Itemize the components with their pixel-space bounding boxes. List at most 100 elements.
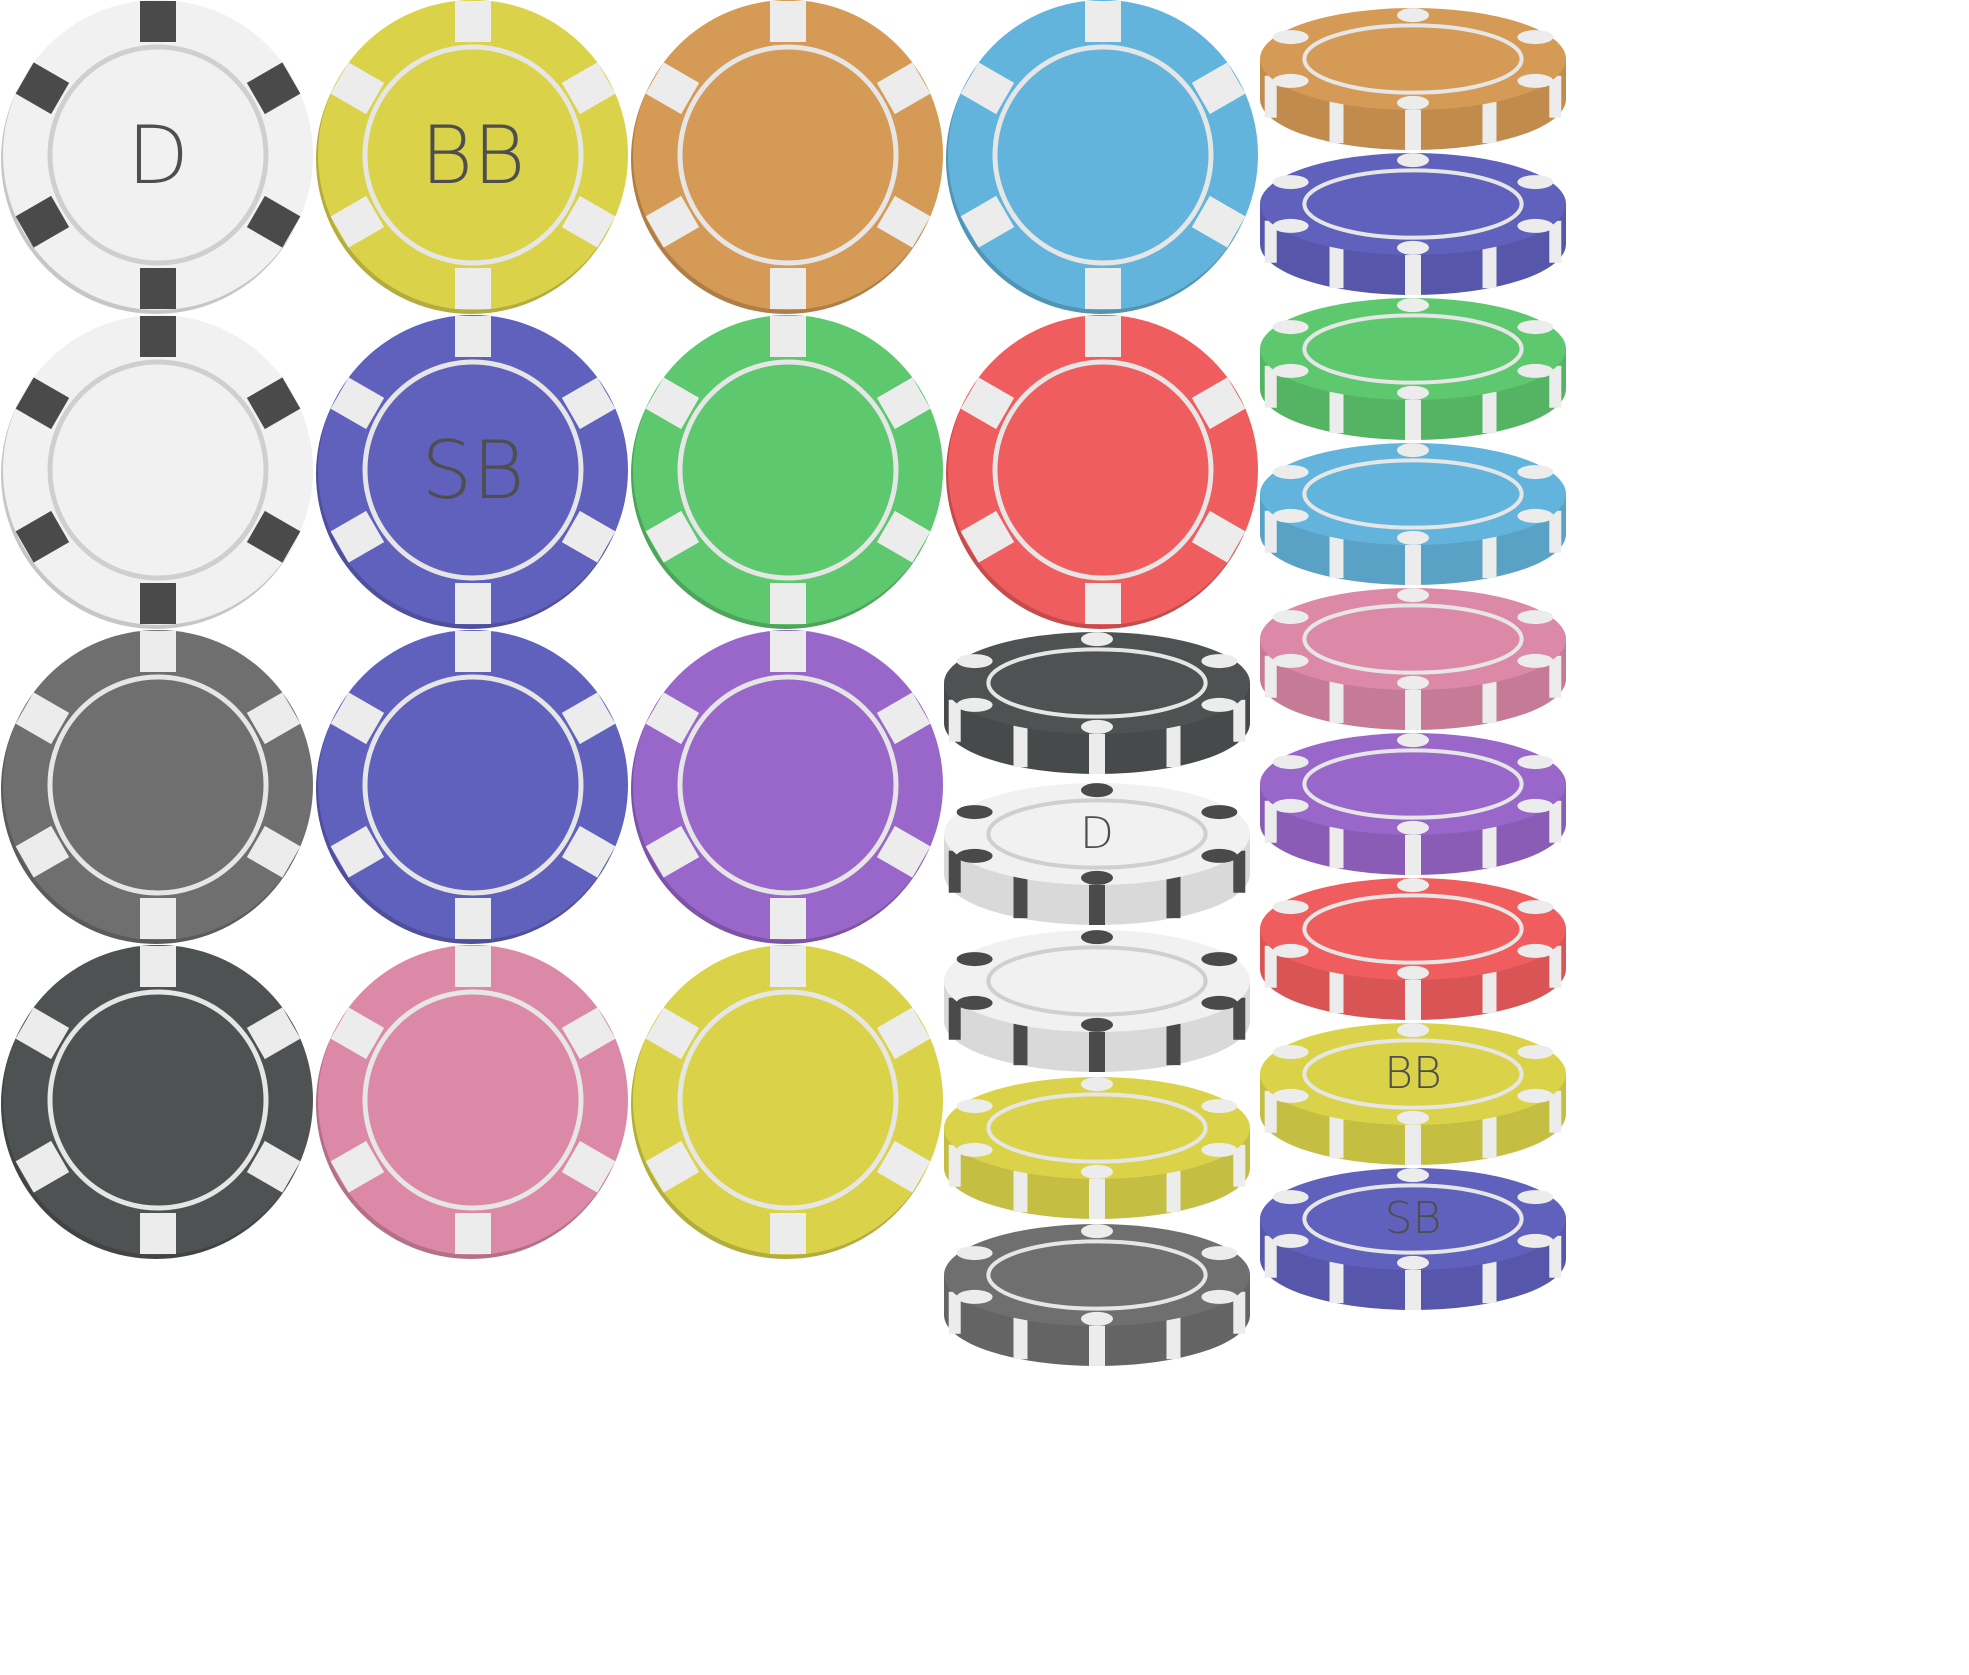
chip-edge-stripe bbox=[330, 62, 385, 115]
chip-top-stripe bbox=[1397, 965, 1429, 980]
poker-chip-purple_blue bbox=[316, 630, 628, 944]
chip-top-stripe bbox=[1397, 1023, 1429, 1038]
chip-edge-stripe bbox=[1191, 510, 1246, 563]
chip-edge-stripe bbox=[15, 825, 70, 878]
chip-edge-stripe bbox=[246, 377, 301, 430]
chip-side-stripe bbox=[1013, 1170, 1028, 1213]
chip-side-stripe bbox=[1013, 1317, 1028, 1360]
chip-top-stripe bbox=[1201, 952, 1238, 967]
chip-top-stripe bbox=[956, 952, 993, 967]
chip-edge-stripe bbox=[140, 946, 176, 987]
chip-side-stripe bbox=[1405, 1123, 1421, 1165]
chip-edge-stripe bbox=[15, 1140, 70, 1193]
stacked-chip-pink bbox=[1260, 588, 1566, 730]
chip-side-stripe bbox=[1264, 365, 1277, 408]
chip-edge-stripe bbox=[561, 510, 616, 563]
chip-edge-stripe bbox=[876, 1140, 931, 1193]
chip-side-stripe bbox=[1482, 391, 1497, 434]
chip-edge-stripe bbox=[455, 1, 491, 42]
chip-label: SB bbox=[1385, 1193, 1442, 1244]
chip-label: D bbox=[127, 109, 189, 202]
chip-edge-stripe bbox=[561, 62, 616, 115]
chip-side-stripe bbox=[1089, 1030, 1105, 1072]
chip-top-stripe bbox=[1272, 465, 1309, 480]
chip-top-stripe bbox=[1517, 1088, 1554, 1103]
chip-top-stripe bbox=[1272, 320, 1309, 335]
chip-edge-stripe bbox=[455, 898, 491, 939]
chip-top-stripe bbox=[1517, 943, 1554, 958]
chip-side-stripe bbox=[1482, 101, 1497, 144]
chip-top-stripe bbox=[1397, 153, 1429, 168]
chip-edge-stripe bbox=[15, 1007, 70, 1060]
poker-chip-gray bbox=[1, 630, 313, 944]
chip-edge-stripe bbox=[455, 583, 491, 624]
chip-top-stripe bbox=[1272, 218, 1309, 233]
chip-label: SB bbox=[421, 424, 524, 517]
stacked-chip-red bbox=[1260, 878, 1566, 1020]
chip-edge-stripe bbox=[140, 631, 176, 672]
chip-side-stripe bbox=[1233, 1144, 1246, 1187]
chip-top-stripe bbox=[956, 1142, 993, 1157]
chip-top-stripe bbox=[1272, 798, 1309, 813]
chip-top-stripe bbox=[1081, 870, 1113, 885]
chip-edge-stripe bbox=[15, 377, 70, 430]
chip-edge-stripe bbox=[645, 692, 700, 745]
poker-chip-violet bbox=[631, 630, 943, 944]
chip-edge-stripe bbox=[770, 1, 806, 42]
chip-side-stripe bbox=[1405, 543, 1421, 585]
chip-edge-stripe bbox=[1085, 1, 1121, 42]
chip-top-stripe bbox=[1201, 654, 1238, 669]
chip-edge-stripe bbox=[140, 268, 176, 309]
chip-top-stripe bbox=[1272, 508, 1309, 523]
chip-edge-stripe bbox=[330, 510, 385, 563]
chip-side-stripe bbox=[1482, 971, 1497, 1014]
chip-side-stripe bbox=[1264, 1090, 1277, 1133]
chip-edge-stripe bbox=[770, 583, 806, 624]
chip-side-stripe bbox=[1329, 1116, 1344, 1159]
chip-edge-stripe bbox=[876, 692, 931, 745]
chip-top-stripe bbox=[1517, 508, 1554, 523]
chip-top-stripe bbox=[1397, 385, 1429, 400]
chip-top-stripe bbox=[1397, 820, 1429, 835]
stacked-chip-yellow-bb: BB bbox=[1260, 1023, 1566, 1165]
chip-edge-stripe bbox=[15, 195, 70, 248]
chip-top-stripe bbox=[1272, 1045, 1309, 1060]
chip-side-stripe bbox=[1405, 1268, 1421, 1310]
chip-top-stripe bbox=[1272, 653, 1309, 668]
chip-side-stripe bbox=[1329, 971, 1344, 1014]
chip-side-stripe bbox=[1264, 75, 1277, 118]
chip-edge-stripe bbox=[645, 377, 700, 430]
chip-edge-stripe bbox=[140, 1213, 176, 1254]
chip-side-stripe bbox=[1264, 800, 1277, 843]
chip-top-stripe bbox=[1517, 175, 1554, 190]
chip-side-stripe bbox=[1329, 681, 1344, 724]
chip-edge-stripe bbox=[246, 62, 301, 115]
chip-top-stripe bbox=[1201, 1099, 1238, 1114]
chip-top-stripe bbox=[1201, 697, 1238, 712]
chip-top-stripe bbox=[1081, 1077, 1113, 1092]
chip-top-stripe bbox=[1517, 73, 1554, 88]
chip-top-stripe bbox=[1517, 465, 1554, 480]
chip-side-stripe bbox=[1089, 883, 1105, 925]
chip-top-stripe bbox=[1272, 30, 1309, 45]
chip-edge-stripe bbox=[246, 825, 301, 878]
chip-top-stripe bbox=[1201, 1246, 1238, 1261]
chip-top-stripe bbox=[1517, 30, 1554, 45]
chip-top-stripe bbox=[1081, 1017, 1113, 1032]
chip-top-stripe bbox=[1517, 900, 1554, 915]
chip-top-stripe bbox=[1272, 610, 1309, 625]
chip-top-stripe bbox=[1397, 1168, 1429, 1183]
chip-side-stripe bbox=[1405, 108, 1421, 150]
chip-top-stripe bbox=[1081, 930, 1113, 945]
chip-side-stripe bbox=[1549, 75, 1562, 118]
chip-edge-stripe bbox=[960, 510, 1015, 563]
poker-chip-dark bbox=[1, 945, 313, 1259]
chip-edge-stripe bbox=[140, 898, 176, 939]
chip-edge-stripe bbox=[645, 1140, 700, 1193]
chip-side-stripe bbox=[1329, 1261, 1344, 1304]
chip-side-stripe bbox=[1549, 1090, 1562, 1133]
chip-top-stripe bbox=[1272, 363, 1309, 378]
chip-side-stripe bbox=[1329, 101, 1344, 144]
chip-edge-stripe bbox=[455, 1213, 491, 1254]
chip-edge-stripe bbox=[1085, 268, 1121, 309]
